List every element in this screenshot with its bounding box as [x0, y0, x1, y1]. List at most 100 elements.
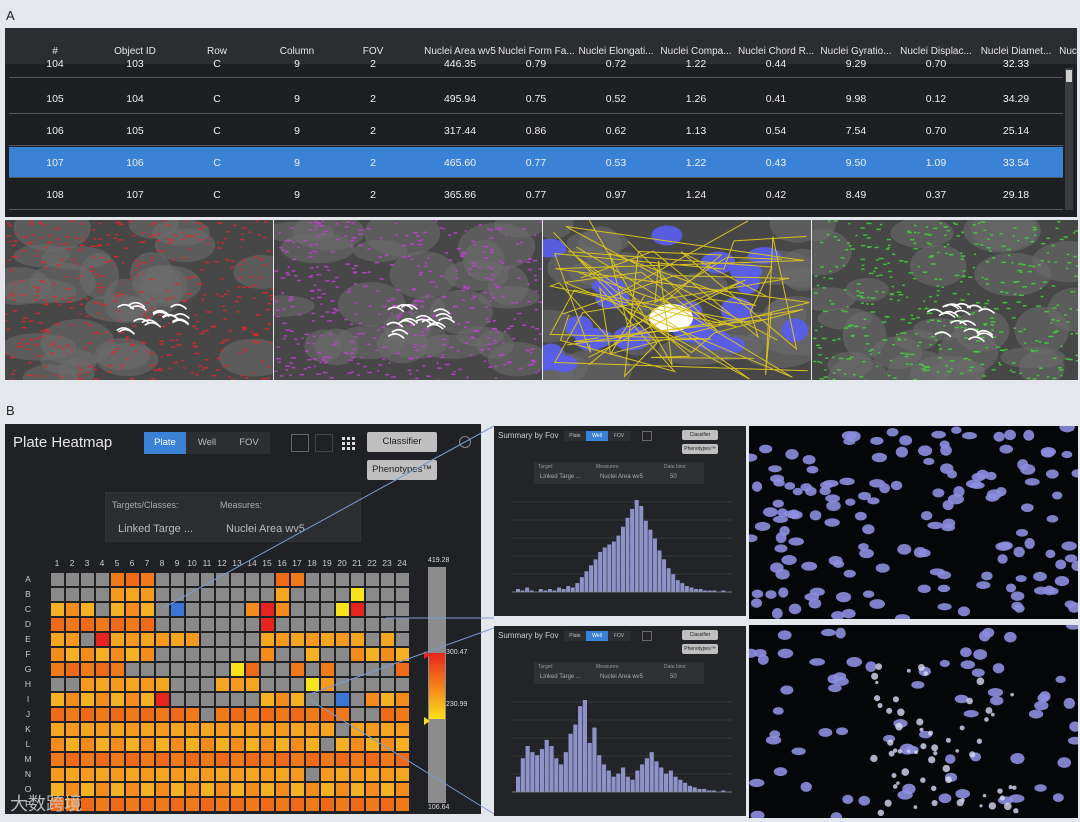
chart-view-icon[interactable] — [291, 434, 309, 452]
plate-well[interactable] — [351, 573, 364, 586]
plate-well[interactable] — [111, 588, 124, 601]
plate-well[interactable] — [396, 588, 409, 601]
plate-well[interactable] — [111, 618, 124, 631]
plate-well[interactable] — [306, 798, 319, 811]
plate-well[interactable] — [351, 678, 364, 691]
plate-well[interactable] — [201, 678, 214, 691]
plate-well[interactable] — [201, 753, 214, 766]
plate-well[interactable] — [381, 708, 394, 721]
plate-well[interactable] — [66, 723, 79, 736]
plate-well[interactable] — [306, 738, 319, 751]
plate-well[interactable] — [366, 723, 379, 736]
plate-well[interactable] — [201, 708, 214, 721]
plate-well[interactable] — [231, 798, 244, 811]
plate-well[interactable] — [366, 603, 379, 616]
plate-well[interactable] — [306, 633, 319, 646]
plate-well[interactable] — [51, 723, 64, 736]
plate-well[interactable] — [366, 693, 379, 706]
plate-well[interactable] — [216, 768, 229, 781]
plate-well[interactable] — [111, 573, 124, 586]
plate-well[interactable] — [381, 573, 394, 586]
plate-well[interactable] — [96, 648, 109, 661]
column-header[interactable]: Row — [206, 46, 227, 57]
plate-well[interactable] — [96, 588, 109, 601]
plate-well[interactable] — [111, 723, 124, 736]
plate-well[interactable] — [141, 618, 154, 631]
plate-well[interactable] — [381, 618, 394, 631]
plate-well[interactable] — [96, 783, 109, 796]
plate-well[interactable] — [276, 708, 289, 721]
plate-well[interactable] — [81, 603, 94, 616]
plate-well[interactable] — [261, 618, 274, 631]
plate-well[interactable] — [381, 588, 394, 601]
plate-well[interactable] — [186, 708, 199, 721]
plate-well[interactable] — [276, 573, 289, 586]
plate-well[interactable] — [351, 798, 364, 811]
plate-well[interactable] — [51, 783, 64, 796]
plate-well[interactable] — [141, 738, 154, 751]
column-header[interactable]: Nuclei Displac... — [900, 46, 972, 57]
plate-well[interactable] — [261, 738, 274, 751]
plate-well[interactable] — [216, 648, 229, 661]
phenotypes-button[interactable]: Phenotypes™ — [367, 460, 437, 480]
plate-well[interactable] — [51, 648, 64, 661]
plate-well[interactable] — [96, 798, 109, 811]
plate-well[interactable] — [351, 588, 364, 601]
plate-well[interactable] — [171, 753, 184, 766]
plate-well[interactable] — [51, 768, 64, 781]
plate-well[interactable] — [276, 693, 289, 706]
plate-well[interactable] — [261, 588, 274, 601]
plate-well[interactable] — [186, 648, 199, 661]
plate-well[interactable] — [51, 678, 64, 691]
plate-well[interactable] — [396, 783, 409, 796]
plate-well[interactable] — [321, 648, 334, 661]
plate-well[interactable] — [81, 708, 94, 721]
plate-well[interactable] — [186, 723, 199, 736]
plate-well[interactable] — [141, 783, 154, 796]
plate-well[interactable] — [276, 678, 289, 691]
plate-well[interactable] — [156, 738, 169, 751]
plate-well[interactable] — [51, 663, 64, 676]
plate-well[interactable] — [351, 738, 364, 751]
plate-well[interactable] — [396, 708, 409, 721]
plate-well[interactable] — [306, 678, 319, 691]
plate-well[interactable] — [306, 783, 319, 796]
plate-well[interactable] — [276, 663, 289, 676]
plate-well[interactable] — [96, 723, 109, 736]
plate-well[interactable] — [321, 603, 334, 616]
plate-well[interactable] — [156, 663, 169, 676]
plate-well[interactable] — [366, 573, 379, 586]
plate-well[interactable] — [156, 588, 169, 601]
summary-selector[interactable]: Target: Linked Targe ... Measures: Nuclei A… — [534, 662, 704, 684]
plate-well[interactable] — [51, 753, 64, 766]
plate-well[interactable] — [66, 618, 79, 631]
plate-well[interactable] — [111, 783, 124, 796]
plate-well[interactable] — [111, 798, 124, 811]
plate-well[interactable] — [351, 603, 364, 616]
plate-well[interactable] — [351, 768, 364, 781]
plate-well[interactable] — [306, 588, 319, 601]
plate-well[interactable] — [66, 708, 79, 721]
plate-well[interactable] — [366, 633, 379, 646]
plate-well[interactable] — [276, 753, 289, 766]
plate-well[interactable] — [276, 783, 289, 796]
plate-well[interactable] — [366, 798, 379, 811]
plate-well[interactable] — [171, 603, 184, 616]
plate-well[interactable] — [141, 663, 154, 676]
plate-well[interactable] — [246, 753, 259, 766]
plate-well[interactable] — [246, 768, 259, 781]
plate-well[interactable] — [141, 633, 154, 646]
tab-plate[interactable]: Plate — [564, 431, 586, 441]
plate-well[interactable] — [216, 663, 229, 676]
plate-well[interactable] — [291, 573, 304, 586]
plate-well[interactable] — [246, 633, 259, 646]
plate-well[interactable] — [201, 693, 214, 706]
plate-well[interactable] — [351, 708, 364, 721]
plate-well[interactable] — [51, 798, 64, 811]
plate-well[interactable] — [246, 708, 259, 721]
plate-well[interactable] — [336, 573, 349, 586]
list-view-icon[interactable] — [315, 434, 333, 452]
plate-well[interactable] — [171, 723, 184, 736]
plate-well[interactable] — [171, 738, 184, 751]
plate-well[interactable] — [156, 678, 169, 691]
